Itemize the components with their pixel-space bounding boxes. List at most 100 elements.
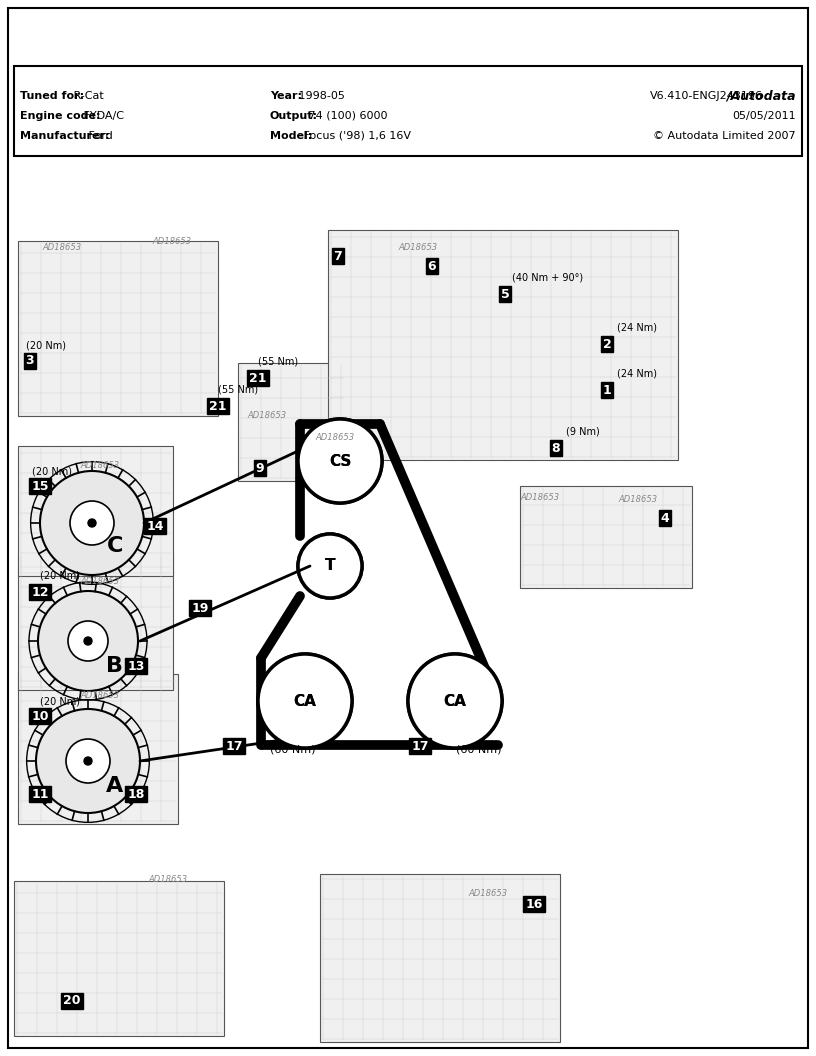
Text: (60 Nm): (60 Nm): [456, 744, 502, 755]
Circle shape: [314, 435, 366, 487]
Text: Model:: Model:: [270, 131, 313, 142]
FancyBboxPatch shape: [18, 554, 173, 690]
Text: 15: 15: [31, 479, 49, 492]
Text: (24 Nm): (24 Nm): [617, 369, 657, 379]
Text: (9 Nm): (9 Nm): [566, 427, 600, 437]
Text: 1: 1: [603, 383, 611, 396]
Text: (40 Nm + 90°): (40 Nm + 90°): [512, 274, 583, 283]
Text: (20 Nm): (20 Nm): [40, 696, 80, 706]
FancyBboxPatch shape: [18, 446, 173, 576]
Circle shape: [298, 419, 382, 503]
Circle shape: [66, 739, 110, 782]
FancyBboxPatch shape: [320, 874, 560, 1042]
Text: 6: 6: [428, 260, 437, 272]
Text: (55 Nm): (55 Nm): [218, 385, 258, 395]
Circle shape: [84, 757, 92, 765]
Text: C: C: [107, 536, 123, 557]
Text: AD18653: AD18653: [247, 412, 286, 420]
Text: © Autodata Limited 2007: © Autodata Limited 2007: [654, 131, 796, 142]
Text: AD18653: AD18653: [81, 461, 120, 471]
Circle shape: [40, 471, 144, 576]
Text: Engine code:: Engine code:: [20, 111, 100, 121]
Text: /Autodata: /Autodata: [726, 90, 796, 102]
Circle shape: [38, 591, 138, 691]
Text: 16: 16: [526, 898, 543, 910]
Circle shape: [301, 422, 379, 499]
FancyBboxPatch shape: [14, 881, 224, 1036]
Text: B: B: [107, 656, 123, 676]
Circle shape: [70, 501, 114, 545]
Circle shape: [310, 546, 350, 586]
Text: 18: 18: [127, 788, 144, 800]
Circle shape: [301, 538, 359, 595]
FancyBboxPatch shape: [18, 674, 178, 824]
Text: AD18653: AD18653: [398, 244, 437, 252]
Circle shape: [298, 419, 382, 503]
Circle shape: [258, 654, 352, 748]
Circle shape: [261, 657, 349, 744]
Text: (55 Nm): (55 Nm): [258, 357, 298, 367]
Text: AD18653: AD18653: [149, 875, 188, 885]
Circle shape: [425, 671, 485, 731]
Text: (60 Nm): (60 Nm): [270, 744, 316, 755]
Text: AD18653: AD18653: [81, 692, 120, 700]
Text: 19: 19: [191, 602, 209, 615]
Text: Year:: Year:: [270, 91, 302, 101]
Text: 21: 21: [249, 372, 267, 384]
Circle shape: [310, 546, 350, 586]
Circle shape: [425, 671, 485, 731]
Text: 05/05/2011: 05/05/2011: [733, 111, 796, 121]
Text: T: T: [325, 559, 335, 573]
Circle shape: [298, 534, 362, 598]
Text: 14: 14: [146, 520, 164, 532]
Text: 8: 8: [552, 441, 561, 454]
Text: AD18653: AD18653: [42, 244, 82, 252]
Text: CA: CA: [294, 694, 317, 709]
Text: Focus ('98) 1,6 16V: Focus ('98) 1,6 16V: [300, 131, 411, 142]
Text: V6.410-ENGJ243196: V6.410-ENGJ243196: [650, 91, 763, 101]
Circle shape: [275, 671, 335, 731]
Circle shape: [408, 654, 502, 748]
FancyBboxPatch shape: [238, 363, 346, 480]
Text: 7: 7: [334, 249, 343, 263]
Text: FYDA/C: FYDA/C: [80, 111, 124, 121]
Circle shape: [411, 657, 499, 744]
Circle shape: [88, 518, 96, 527]
Text: T: T: [325, 559, 335, 573]
Text: 17: 17: [225, 739, 242, 753]
Text: 9: 9: [255, 461, 264, 474]
Text: AD18653: AD18653: [619, 495, 658, 505]
Text: CS: CS: [329, 453, 351, 469]
Text: AD18653: AD18653: [81, 577, 120, 585]
Text: 2: 2: [603, 338, 611, 351]
Text: Tuned for:: Tuned for:: [20, 91, 84, 101]
Text: 74 (100) 6000: 74 (100) 6000: [305, 111, 388, 121]
Text: CA: CA: [444, 694, 467, 709]
Text: (20 Nm): (20 Nm): [26, 341, 66, 351]
Text: 1998-05: 1998-05: [295, 91, 345, 101]
Text: 20: 20: [64, 995, 81, 1007]
Text: CA: CA: [294, 694, 317, 709]
Circle shape: [408, 654, 502, 748]
Text: 11: 11: [31, 788, 49, 800]
Text: AD18653: AD18653: [153, 237, 192, 245]
Circle shape: [314, 435, 366, 487]
Text: (20 Nm): (20 Nm): [32, 467, 72, 477]
Circle shape: [84, 637, 92, 645]
Text: R-Cat: R-Cat: [70, 91, 104, 101]
Circle shape: [258, 654, 352, 748]
Text: CA: CA: [444, 694, 467, 709]
Text: AD18653: AD18653: [316, 434, 355, 442]
Circle shape: [36, 709, 140, 813]
FancyBboxPatch shape: [18, 241, 218, 416]
Text: 12: 12: [31, 585, 49, 599]
FancyBboxPatch shape: [520, 486, 692, 588]
Text: 21: 21: [209, 399, 227, 413]
Text: AD18653: AD18653: [468, 889, 508, 899]
Text: A: A: [106, 776, 124, 796]
Text: 5: 5: [501, 287, 509, 301]
Text: Ford: Ford: [85, 131, 113, 142]
Circle shape: [298, 534, 362, 598]
Text: 4: 4: [661, 511, 669, 525]
Text: (20 Nm): (20 Nm): [40, 571, 80, 581]
